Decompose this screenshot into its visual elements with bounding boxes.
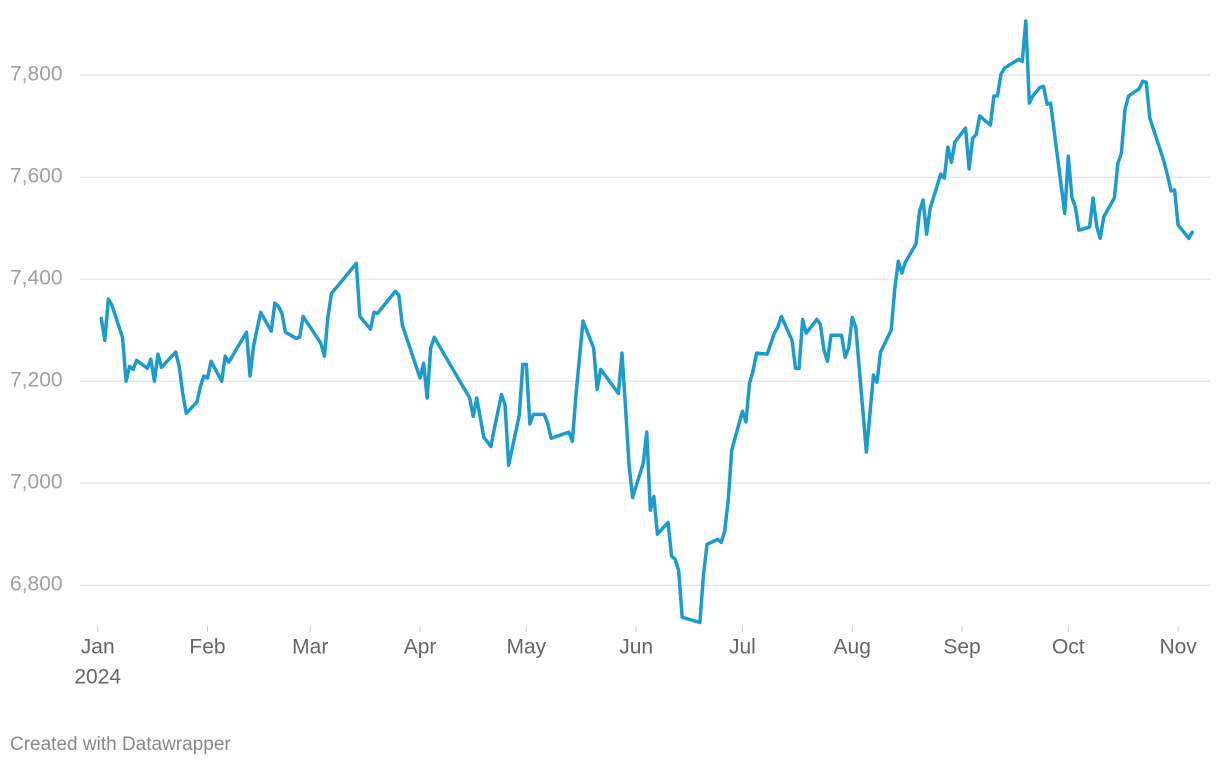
x-tick-label: Nov xyxy=(1159,636,1197,659)
price-line xyxy=(99,19,1195,625)
y-tick-label: 7,800 xyxy=(10,63,63,86)
x-tick-label: Apr xyxy=(404,636,437,659)
x-tick-label: May xyxy=(506,636,546,659)
x-tick-label: Feb xyxy=(189,636,225,659)
x-tick-label: Jan xyxy=(81,636,115,659)
x-tick-label: Aug xyxy=(834,636,871,659)
y-tick-label: 7,400 xyxy=(10,267,63,290)
x-tick-label: Sep xyxy=(943,636,980,659)
x-tick-label: Jul xyxy=(729,636,756,659)
x-tick-label: Jun xyxy=(619,636,653,659)
y-tick-label: 6,800 xyxy=(10,573,63,596)
x-year-label: 2024 xyxy=(74,666,121,689)
x-tick-label: Oct xyxy=(1052,636,1085,659)
y-tick-label: 7,600 xyxy=(10,165,63,188)
y-tick-label: 7,200 xyxy=(10,369,63,392)
y-tick-label: 7,000 xyxy=(10,471,63,494)
x-tick-label: Mar xyxy=(292,636,328,659)
credit: Created with Datawrapper xyxy=(10,734,231,755)
